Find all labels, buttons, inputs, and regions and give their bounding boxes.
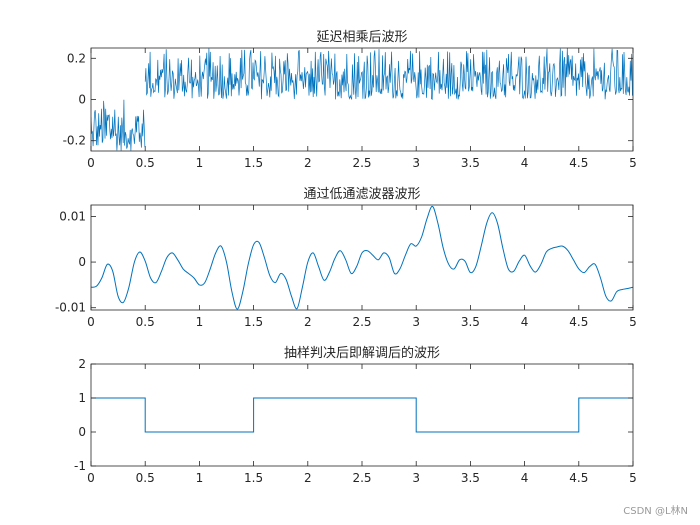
watermark: CSDN @L林N (623, 506, 688, 517)
noise-segment-0 (91, 99, 146, 151)
y-tick-label: 0 (78, 255, 86, 269)
x-tick-label: 4.5 (569, 471, 588, 485)
x-tick-label: 2 (304, 156, 312, 170)
x-tick-label: 0.5 (136, 156, 155, 170)
y-tick-label: 0 (78, 425, 86, 439)
y-tick-label: 0.2 (67, 51, 86, 65)
x-tick-label: 5 (629, 471, 637, 485)
x-tick-label: 1.5 (244, 315, 263, 329)
plot-area (91, 48, 633, 151)
x-tick-label: 0.5 (136, 315, 155, 329)
x-tick-label: 1.5 (244, 471, 263, 485)
y-tick-label: 1 (78, 391, 86, 405)
x-tick-label: 3.5 (461, 315, 480, 329)
x-tick-label: 0 (87, 315, 95, 329)
series-line (91, 205, 633, 310)
x-tick-label: 0 (87, 471, 95, 485)
axes-title: 通过低通滤波器波形 (303, 187, 420, 202)
x-tick-label: 4 (521, 471, 529, 485)
y-tick-label: -0.01 (55, 301, 86, 315)
x-tick-label: 1 (196, 471, 204, 485)
axes-title: 抽样判决后即解调后的波形 (284, 345, 440, 361)
x-tick-label: 2.5 (352, 156, 371, 170)
axes-lowpass-filter: 通过低通滤波器波形 0 0.5 1 1.5 2 2.5 3 3.5 4 4.5 5-0.0100.0… (55, 187, 637, 329)
plot-area (91, 397, 633, 433)
y-tick-label: 0 (78, 93, 86, 107)
series-line (91, 397, 633, 433)
y-tick-label: 0.01 (59, 209, 86, 223)
plot-area (91, 205, 633, 310)
x-tick-label: 1 (196, 315, 204, 329)
x-tick-label: 3 (412, 156, 420, 170)
x-tick-label: 4 (521, 315, 529, 329)
noise-segment-1 (144, 48, 633, 101)
x-tick-label: 5 (629, 315, 637, 329)
x-tick-label: 3.5 (461, 156, 480, 170)
x-tick-label: 2 (304, 315, 312, 329)
y-tick-label: -1 (74, 459, 86, 473)
x-tick-label: 5 (629, 156, 637, 170)
x-tick-label: 2.5 (352, 471, 371, 485)
x-tick-label: 0 (87, 156, 95, 170)
x-tick-label: 3.5 (461, 471, 480, 485)
x-tick-label: 2.5 (352, 315, 371, 329)
x-tick-label: 0.5 (136, 471, 155, 485)
x-tick-label: 4.5 (569, 315, 588, 329)
x-tick-label: 3 (412, 315, 420, 329)
y-tick-label: 2 (78, 357, 86, 371)
x-tick-label: 3 (412, 471, 420, 485)
y-tick-label: -0.2 (63, 134, 86, 148)
x-tick-label: 2 (304, 471, 312, 485)
x-tick-label: 4 (521, 156, 529, 170)
axes-title: 延迟相乘后波形 (316, 30, 407, 45)
x-tick-label: 1 (196, 156, 204, 170)
x-tick-label: 1.5 (244, 156, 263, 170)
x-tick-label: 4.5 (569, 156, 588, 170)
axes-delay-multiply: 延迟相乘后波形 0 0.5 1 1.5 2 2.5 3 3.5 4 4.5 5-0.200.2 (63, 30, 637, 170)
